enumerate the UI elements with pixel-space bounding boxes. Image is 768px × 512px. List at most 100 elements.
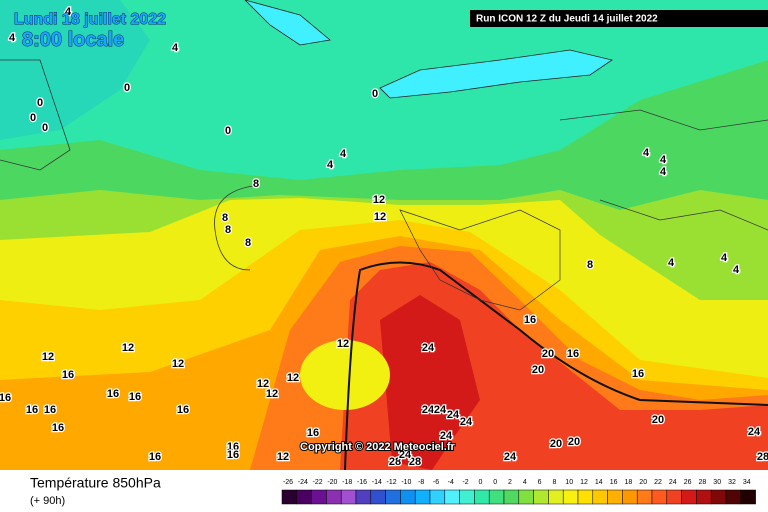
- colorbar-swatch: [725, 489, 742, 505]
- colorbar-swatch: [414, 489, 431, 505]
- colorbar-label: -26: [283, 479, 293, 486]
- colorbar-label: 24: [669, 479, 677, 486]
- colorbar-label: -16: [357, 479, 367, 486]
- contour-label: 12: [337, 338, 349, 350]
- colorbar-swatch: [533, 489, 549, 505]
- contour-label: 24: [447, 409, 460, 421]
- colorbar-label: 12: [580, 479, 588, 486]
- colorbar-label: 22: [654, 479, 662, 486]
- contour-label: 16: [177, 404, 189, 416]
- contour-label: 4: [9, 32, 16, 44]
- lead-time: (+ 90h): [30, 495, 65, 507]
- field-title: Température 850hPa: [30, 475, 161, 491]
- contour-label: 8: [222, 212, 228, 224]
- contour-label: 16: [52, 422, 64, 434]
- colorbar-label: 4: [523, 479, 527, 486]
- colorbar-swatch: [548, 489, 564, 505]
- contour-label: 0: [37, 97, 43, 109]
- colorbar-label: 26: [684, 479, 692, 486]
- temperature-field: [0, 0, 768, 471]
- contour-label: 4: [340, 148, 347, 160]
- contour-label: 20: [550, 438, 562, 450]
- run-info: Run ICON 12 Z du Jeudi 14 juillet 2022: [476, 14, 658, 25]
- contour-label: 24: [460, 416, 473, 428]
- contour-label: 16: [26, 404, 38, 416]
- contour-label: 12: [373, 194, 385, 206]
- colorbar-swatch: [651, 489, 668, 505]
- colorbar-label: -8: [418, 479, 424, 486]
- colorbar-swatch: [740, 489, 756, 505]
- contour-label: 28: [389, 456, 401, 468]
- contour-label: 4: [327, 159, 334, 171]
- contour-label: 16: [149, 451, 161, 463]
- colorbar-swatch: [326, 489, 342, 505]
- colorbar-swatch: [281, 489, 298, 505]
- contour-label: 20: [532, 364, 544, 376]
- contour-label: 24: [422, 404, 435, 416]
- colorbar-swatch: [385, 489, 401, 505]
- contour-label: 12: [122, 342, 134, 354]
- colorbar-swatch: [710, 489, 727, 505]
- colorbar-swatch: [577, 489, 594, 505]
- colorbar-label: 8: [552, 479, 556, 486]
- contour-label: 4: [733, 264, 740, 276]
- contour-label: 16: [129, 391, 141, 403]
- contour-label: 0: [42, 122, 48, 134]
- contour-label: 12: [277, 451, 289, 463]
- contour-label: 12: [172, 358, 184, 370]
- contour-label: 4: [660, 154, 667, 166]
- colorbar-swatch: [340, 489, 357, 505]
- contour-label: 12: [257, 378, 269, 390]
- colorbar-swatch: [607, 489, 623, 505]
- colorbar-label: 18: [625, 479, 633, 486]
- contour-label: 4: [172, 42, 179, 54]
- colorbar-swatch: [311, 489, 327, 505]
- contour-label: 28: [409, 456, 421, 468]
- colorbar-label: 14: [595, 479, 603, 486]
- contour-label: 8: [225, 224, 231, 236]
- colorbar-label: -24: [298, 479, 308, 486]
- contour-label: 20: [652, 414, 664, 426]
- contour-label: 8: [245, 237, 251, 249]
- contour-label: 16: [307, 427, 319, 439]
- colorbar-label: -20: [327, 479, 337, 486]
- contour-label: 12: [287, 372, 299, 384]
- contour-label: 16: [227, 441, 239, 453]
- colorbar-label: -6: [433, 479, 439, 486]
- colorbar-swatch: [444, 489, 460, 505]
- colorbar-label: -14: [372, 479, 382, 486]
- contour-label: 12: [374, 211, 386, 223]
- colorbar-label: -18: [342, 479, 352, 486]
- contour-label: 20: [568, 436, 580, 448]
- colorbar-label: 34: [743, 479, 751, 486]
- colorbar-label: 6: [538, 479, 542, 486]
- contour-label: 0: [225, 125, 231, 137]
- colorbar-swatch: [696, 489, 712, 505]
- colorbar-swatch: [622, 489, 638, 505]
- contour-label: 16: [0, 392, 11, 404]
- colorbar-swatch: [296, 489, 312, 505]
- contour-label: 20: [542, 348, 554, 360]
- colorbar-label: 28: [699, 479, 707, 486]
- colorbar-label: -2: [462, 479, 468, 486]
- contour-label: 24: [748, 426, 761, 438]
- contour-label: 16: [632, 368, 644, 380]
- colorbar-swatch: [503, 489, 520, 505]
- colorbar-label: 0: [478, 479, 482, 486]
- contour-label: 4: [65, 6, 72, 18]
- colorbar-swatch: [370, 489, 386, 505]
- colorbar-label: -10: [401, 479, 411, 486]
- contour-label: 0: [372, 88, 378, 100]
- contour-label: 0: [124, 82, 130, 94]
- colorbar-swatch: [488, 489, 505, 505]
- contour-label: 4: [643, 147, 650, 159]
- colorbar-swatch: [636, 489, 653, 505]
- colorbar-swatch: [562, 489, 579, 505]
- contour-label: 4: [660, 166, 667, 178]
- contour-label: 16: [44, 404, 56, 416]
- colorbar-label: 0: [493, 479, 497, 486]
- colorbar-swatch: [666, 489, 682, 505]
- run-box: [470, 10, 768, 27]
